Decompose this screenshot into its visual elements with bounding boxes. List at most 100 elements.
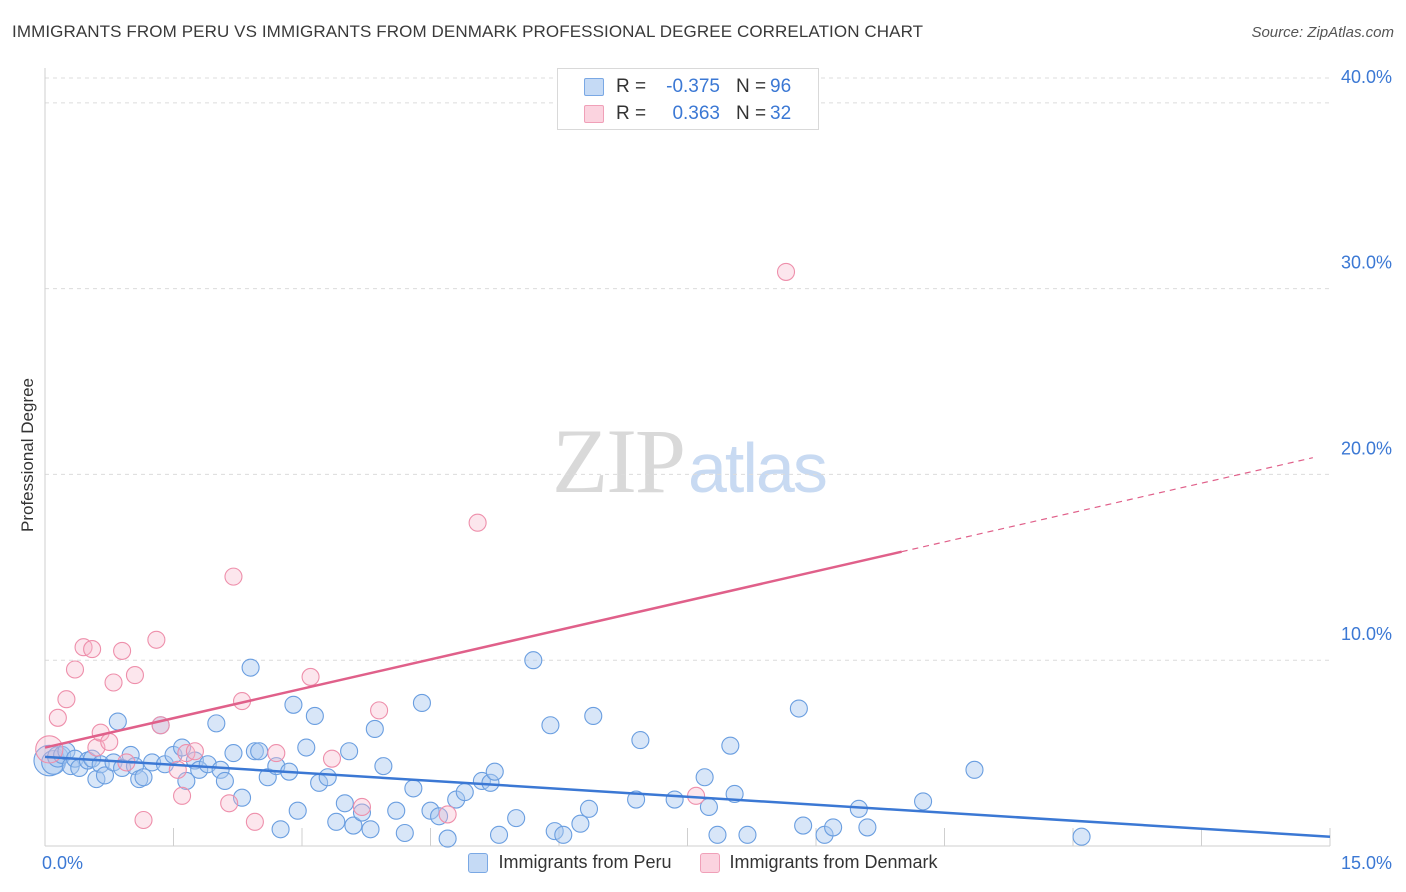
- series-legend-label: Immigrants from Denmark: [729, 852, 938, 872]
- legend-r-label: R =: [616, 76, 647, 97]
- legend-r-value: 0.363: [672, 103, 720, 124]
- denmark-point: [776, 262, 796, 281]
- legend-n-value: 96: [770, 76, 792, 97]
- peru-point: [134, 768, 153, 787]
- peru-point: [627, 790, 646, 809]
- denmark-point: [322, 749, 342, 768]
- peru-point: [215, 771, 234, 791]
- series-legend-label: Immigrants from Peru: [498, 852, 672, 872]
- peru-point: [571, 814, 590, 833]
- denmark-point: [65, 660, 85, 679]
- legend-row-peru: R = -0.375 N = 96: [584, 74, 791, 100]
- peru-point: [211, 760, 230, 779]
- denmark-point: [267, 744, 286, 763]
- denmark-point: [185, 742, 204, 761]
- peru-point: [721, 736, 740, 755]
- peru-point: [541, 716, 560, 735]
- legend-swatch-denmark: [584, 105, 604, 123]
- y-tick-label: 40.0%: [1341, 67, 1392, 87]
- peru-point: [789, 699, 808, 718]
- watermark: ZIPatlas: [552, 408, 828, 514]
- denmark-trend-line: [44, 550, 902, 749]
- peru-point: [824, 818, 843, 837]
- legend-n-label: N =: [736, 76, 767, 97]
- peru-point: [438, 829, 457, 848]
- denmark-point: [220, 794, 239, 813]
- peru-point: [297, 738, 316, 757]
- peru-point: [224, 744, 243, 763]
- peru-point: [665, 790, 684, 809]
- peru-point: [95, 766, 115, 785]
- denmark-point: [57, 690, 76, 709]
- legend-r-label: R =: [616, 103, 647, 124]
- peru-point: [335, 794, 354, 813]
- denmark-point: [301, 667, 320, 686]
- peru-point: [327, 812, 346, 831]
- peru-point: [241, 658, 260, 677]
- peru-point: [554, 825, 573, 844]
- denmark-point: [35, 735, 64, 764]
- peru-point: [584, 706, 603, 726]
- points-layer: [33, 262, 1091, 848]
- peru-point: [318, 768, 337, 787]
- peru-point: [421, 801, 440, 820]
- trend-layer: [44, 457, 1331, 838]
- peru-point: [858, 818, 877, 837]
- denmark-point: [134, 810, 153, 830]
- peru-point: [695, 768, 714, 787]
- peru-point: [524, 651, 543, 670]
- peru-point: [365, 719, 384, 739]
- peru-point: [207, 714, 226, 733]
- peru-point: [271, 820, 290, 839]
- legend-swatch-peru: [584, 78, 604, 96]
- denmark-trend-extension: [901, 457, 1314, 553]
- denmark-point: [468, 513, 487, 532]
- peru-point: [507, 809, 526, 828]
- x-tick-label: 0.0%: [42, 853, 83, 873]
- peru-trend-line: [44, 755, 1331, 838]
- denmark-point: [224, 567, 243, 586]
- peru-point: [738, 825, 757, 844]
- peru-point: [284, 695, 303, 714]
- peru-point: [344, 816, 363, 835]
- peru-point: [412, 693, 431, 712]
- peru-point: [485, 762, 504, 781]
- denmark-point: [352, 797, 372, 817]
- peru-point: [545, 822, 564, 841]
- correlation-legend: R = -0.375 N = 96 R = 0.363 N = 32: [557, 68, 819, 130]
- peru-point: [579, 799, 599, 818]
- series-swatch-denmark: [699, 852, 720, 873]
- denmark-point: [245, 812, 264, 831]
- peru-point: [489, 825, 509, 844]
- legend-row-denmark: R = 0.363 N = 32: [584, 101, 791, 127]
- denmark-point: [147, 630, 166, 649]
- watermark-atlas: atlas: [688, 429, 828, 507]
- denmark-point: [173, 786, 192, 805]
- peru-point: [387, 801, 406, 820]
- y-axis-label: Professional Degree: [18, 377, 37, 533]
- x-tick-label: 15.0%: [1341, 853, 1392, 873]
- series-legend-item-peru: Immigrants from Peru: [468, 852, 672, 873]
- legend-n-value: 32: [770, 103, 792, 124]
- peru-point: [374, 757, 393, 776]
- peru-point: [1072, 827, 1091, 846]
- peru-point: [352, 803, 372, 822]
- y-tick-label: 30.0%: [1341, 253, 1392, 273]
- peru-point: [395, 823, 414, 843]
- tick-label-layer: 10.0% 20.0% 30.0% 40.0% 0.0% 15.0%: [42, 67, 1392, 873]
- peru-point: [87, 770, 106, 789]
- peru-point: [404, 779, 423, 798]
- y-tick-label: 10.0%: [1341, 624, 1392, 644]
- axis-layer: [44, 68, 1331, 847]
- denmark-point: [48, 708, 67, 727]
- y-tick-label: 20.0%: [1341, 438, 1392, 458]
- peru-point: [794, 816, 813, 835]
- peru-point: [305, 706, 324, 726]
- peru-point: [250, 742, 269, 761]
- series-legend-item-denmark: Immigrants from Denmark: [699, 852, 938, 873]
- peru-point: [914, 792, 933, 811]
- peru-point: [245, 742, 264, 761]
- denmark-point: [100, 732, 119, 752]
- peru-point: [631, 731, 650, 750]
